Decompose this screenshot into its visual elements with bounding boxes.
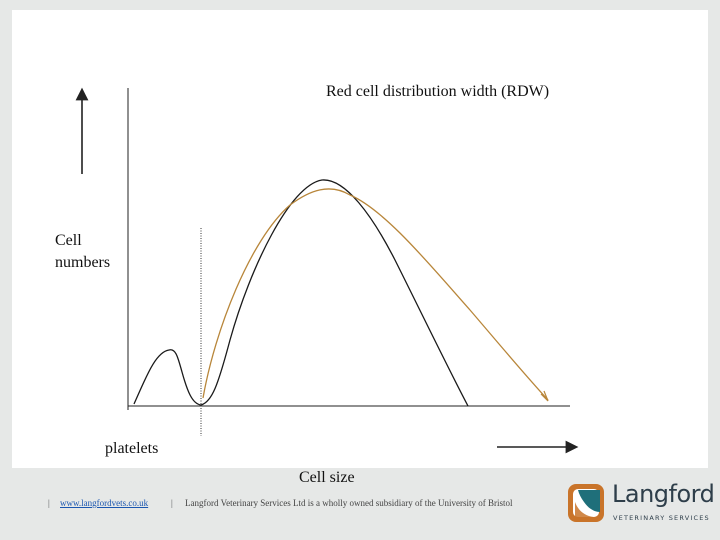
langford-logo-icon: [568, 484, 604, 522]
y-axis-label: Cell numbers: [55, 232, 111, 271]
footer-separator: |: [48, 498, 50, 508]
platelets-label: platelets: [105, 440, 159, 457]
diagram-title: Red cell distribution width (RDW): [326, 83, 550, 100]
langford-logo: Langford VETERINARY SERVICES: [566, 480, 715, 528]
narrow-red-cell-curve: [200, 179, 469, 407]
wide-red-cell-curve: [202, 188, 549, 401]
footer-separator: |: [171, 498, 173, 508]
footer-website-link[interactable]: www.langfordvets.co.uk: [60, 498, 149, 508]
footer: | www.langfordvets.co.uk | Langford Vete…: [0, 494, 720, 514]
wide-curve-arrow-tip: [540, 390, 549, 402]
logo-subtitle: VETERINARY SERVICES: [613, 514, 710, 522]
platelet-curve: [133, 349, 202, 406]
x-axis-label: Cell size: [299, 469, 355, 486]
logo-wordmark: Langford: [612, 480, 715, 508]
footer-text: Langford Veterinary Services Ltd is a wh…: [185, 498, 513, 508]
